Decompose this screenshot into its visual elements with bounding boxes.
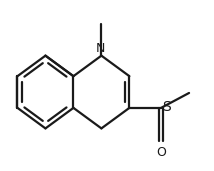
Text: O: O — [156, 146, 166, 159]
Text: S: S — [162, 100, 171, 114]
Text: N: N — [96, 42, 105, 55]
